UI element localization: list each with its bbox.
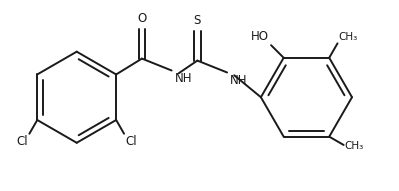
Text: O: O (137, 12, 146, 25)
Text: CH₃: CH₃ (339, 32, 358, 42)
Text: Cl: Cl (16, 135, 28, 148)
Text: NH: NH (230, 74, 248, 87)
Text: S: S (194, 14, 201, 27)
Text: NH: NH (175, 72, 192, 85)
Text: Cl: Cl (125, 135, 137, 148)
Text: CH₃: CH₃ (345, 141, 364, 151)
Text: HO: HO (251, 30, 269, 43)
